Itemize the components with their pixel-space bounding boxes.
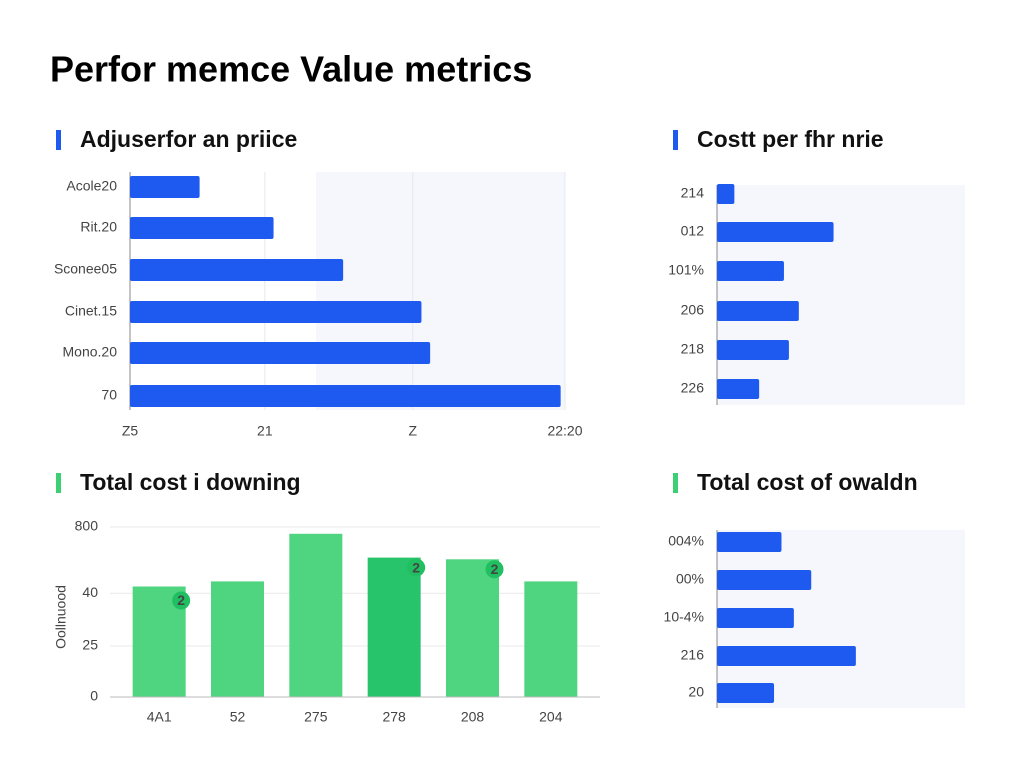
category-label: 206 xyxy=(681,302,705,318)
bar xyxy=(446,559,499,697)
bar xyxy=(211,581,264,697)
x-tick-label: 22:20 xyxy=(547,423,582,439)
category-label: 101% xyxy=(668,262,704,278)
chart-title: Total cost of owaldn xyxy=(697,469,918,495)
category-label: 00% xyxy=(676,571,704,587)
x-tick-label: 52 xyxy=(230,709,246,725)
bar xyxy=(130,259,344,281)
bar xyxy=(289,533,343,697)
plot-background xyxy=(717,185,965,405)
bar xyxy=(717,301,799,321)
x-tick-label: Z xyxy=(408,423,417,439)
bar xyxy=(130,176,200,198)
bar xyxy=(367,557,421,697)
category-label: Rit.20 xyxy=(80,219,117,235)
x-tick-label: 204 xyxy=(539,709,563,725)
x-tick-label: 4A1 xyxy=(147,709,172,725)
bar xyxy=(130,385,561,407)
category-label: 214 xyxy=(681,185,705,201)
x-tick-label: 278 xyxy=(382,709,406,725)
badge-label: 2 xyxy=(491,561,499,577)
y-axis-label: Oollnuood xyxy=(53,585,69,649)
section-accent xyxy=(673,473,678,493)
category-label: Acole20 xyxy=(66,178,117,194)
section-accent xyxy=(56,473,61,493)
category-label: 004% xyxy=(668,533,704,549)
category-label: 216 xyxy=(681,647,705,663)
badge xyxy=(485,560,504,579)
bar xyxy=(717,379,760,399)
section-accent xyxy=(673,130,678,150)
page-title: Perfor memce Value metrics xyxy=(50,49,532,90)
bar xyxy=(130,342,431,364)
badge-label: 2 xyxy=(177,592,185,608)
x-tick-label: 208 xyxy=(461,709,485,725)
bar xyxy=(717,184,735,204)
bar xyxy=(717,570,812,590)
chart-title: Adjuserfor an priice xyxy=(80,126,297,152)
bar xyxy=(130,217,274,239)
bar xyxy=(717,532,782,552)
category-label: 218 xyxy=(681,341,705,357)
x-tick-label: 21 xyxy=(257,423,273,439)
x-tick-label: 275 xyxy=(304,709,328,725)
category-label: 10-4% xyxy=(664,609,704,625)
y-tick-label: 40 xyxy=(82,584,98,600)
bar xyxy=(717,261,784,281)
bar xyxy=(717,222,834,242)
y-tick-label: 800 xyxy=(75,518,99,534)
bar xyxy=(130,301,422,323)
badge-label: 2 xyxy=(412,559,420,575)
badge xyxy=(407,558,426,577)
bar xyxy=(717,646,856,666)
badge xyxy=(172,591,191,610)
category-label: 012 xyxy=(681,223,705,239)
chart-title: Total cost i downing xyxy=(80,469,301,495)
bar xyxy=(717,340,789,360)
category-label: 226 xyxy=(681,380,705,396)
category-label: Mono.20 xyxy=(63,344,118,360)
category-label: 20 xyxy=(688,684,704,700)
y-tick-label: 25 xyxy=(82,637,98,653)
y-tick-label: 0 xyxy=(90,688,98,704)
bar xyxy=(524,581,578,697)
section-accent xyxy=(56,130,61,150)
category-label: Sconee05 xyxy=(54,261,117,277)
plot-background xyxy=(316,172,565,410)
category-label: 70 xyxy=(101,387,117,403)
bar xyxy=(717,683,775,703)
category-label: Cinet.15 xyxy=(65,303,117,319)
chart-title: Costt per fhr nrie xyxy=(697,126,884,152)
bar xyxy=(717,608,794,628)
x-tick-label: Z5 xyxy=(122,423,139,439)
